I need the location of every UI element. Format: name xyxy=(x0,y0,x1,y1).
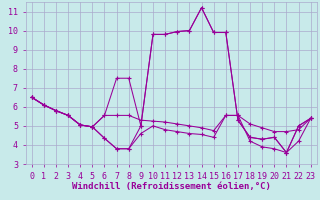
X-axis label: Windchill (Refroidissement éolien,°C): Windchill (Refroidissement éolien,°C) xyxy=(72,182,271,191)
